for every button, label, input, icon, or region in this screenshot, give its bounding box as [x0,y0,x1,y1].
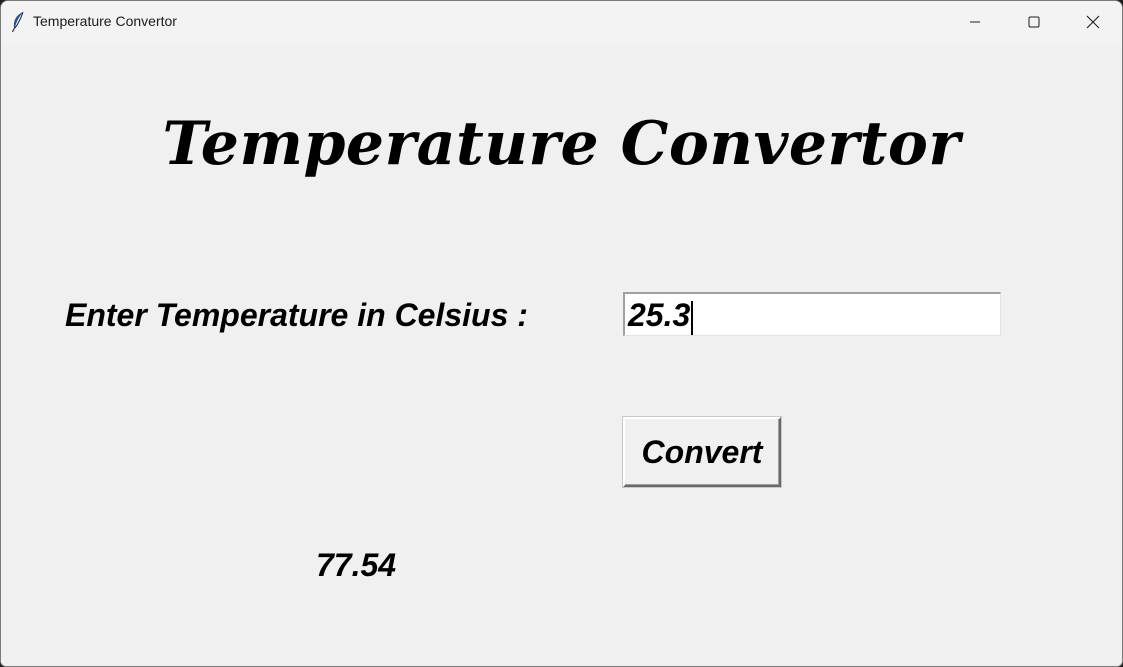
minimize-icon [969,16,981,28]
result-value: 77.54 [316,547,397,583]
celsius-input[interactable]: 25.3 [623,292,1001,336]
close-icon [1086,15,1100,29]
page-title: Temperature Convertor [162,109,961,179]
maximize-button[interactable] [1005,1,1063,43]
title-bar[interactable]: Temperature Convertor [1,1,1122,43]
convert-button[interactable]: Convert [623,417,781,487]
celsius-input-label: Enter Temperature in Celsius : [65,297,528,333]
convert-button-label: Convert [641,433,763,470]
feather-icon [10,11,26,33]
maximize-icon [1028,16,1040,28]
celsius-input-value: 25.3 [628,297,694,335]
minimize-button[interactable] [946,1,1004,43]
main-content: Temperature Convertor Enter Temperature … [1,43,1122,666]
text-caret [691,300,694,335]
close-button[interactable] [1064,1,1122,43]
window-title: Temperature Convertor [33,13,177,29]
